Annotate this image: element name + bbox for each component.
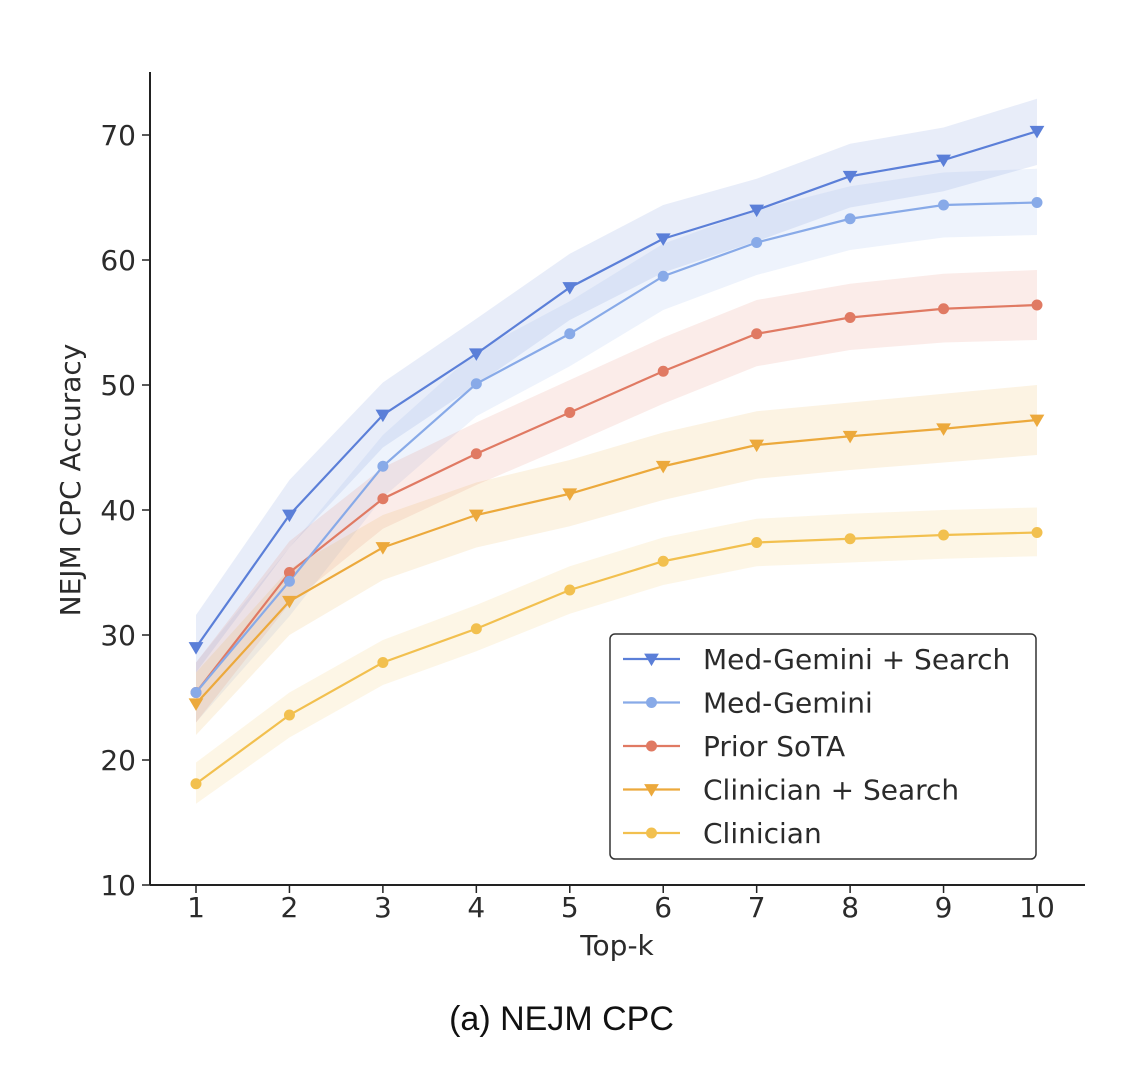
point-clinician-10 bbox=[1031, 527, 1043, 538]
y-axis-title: NEJM CPC Accuracy bbox=[54, 344, 87, 617]
point-prior-sota-9 bbox=[938, 303, 950, 315]
y-tick-label-40: 40 bbox=[100, 494, 136, 527]
x-ticks: 1 2 3 4 5 6 7 8 9 10 bbox=[187, 885, 1055, 924]
x-tick-label-2: 2 bbox=[281, 891, 299, 924]
chart: 1 2 3 4 5 6 7 8 9 10 10 20 30 40 50 60 70 Top-k NEJM CP… bbox=[54, 72, 1085, 962]
point-clinician-search-3 bbox=[375, 542, 391, 555]
legend-box bbox=[609, 633, 1037, 860]
legend-label-med-gemini: Med-Gemini bbox=[703, 687, 873, 720]
point-clinician-search-2 bbox=[282, 595, 297, 609]
line-med-gemini bbox=[195, 201, 1038, 694]
point-prior-sota-5 bbox=[564, 407, 576, 418]
point-med-gemini-2 bbox=[283, 575, 295, 587]
legend-label-med-gemini-search: Med-Gemini + Search bbox=[703, 643, 1010, 676]
point-clinician-search-4 bbox=[468, 509, 484, 523]
x-tick-label-5: 5 bbox=[561, 891, 579, 924]
point-prior-sota-3 bbox=[377, 493, 389, 505]
point-med-gemini-7 bbox=[751, 237, 763, 248]
figure-caption: (a) NEJM CPC bbox=[449, 1000, 674, 1038]
point-med-gemini-6 bbox=[657, 270, 669, 282]
y-tick-label-20: 20 bbox=[100, 744, 136, 777]
point-clinician-9 bbox=[938, 529, 950, 541]
point-clinician-search-1 bbox=[188, 698, 204, 711]
band-prior-sota bbox=[196, 270, 1037, 723]
x-tick-label-7: 7 bbox=[748, 891, 766, 924]
legend-marker-clinician-search bbox=[644, 784, 659, 797]
legend: Med-Gemini + Search Med-Gemini Prior SoTA C… bbox=[609, 633, 1037, 860]
legend-label-clinician-search: Clinician + Search bbox=[703, 774, 959, 807]
legend-marker-clinician bbox=[646, 827, 657, 839]
point-med-gemini-search-5 bbox=[562, 282, 578, 295]
point-med-gemini-8 bbox=[844, 213, 856, 225]
point-med-gemini-search-7 bbox=[749, 204, 765, 218]
point-clinician-8 bbox=[844, 533, 856, 545]
point-clinician-5 bbox=[564, 584, 576, 596]
point-clinician-2 bbox=[283, 709, 295, 721]
point-prior-sota-6 bbox=[657, 365, 669, 377]
point-clinician-1 bbox=[190, 778, 202, 790]
x-tick-label-10: 10 bbox=[1019, 891, 1055, 924]
point-med-gemini-search-8 bbox=[842, 170, 858, 184]
point-prior-sota-4 bbox=[470, 448, 482, 460]
point-clinician-3 bbox=[377, 657, 389, 668]
legend-marker-prior-sota bbox=[646, 740, 657, 752]
point-prior-sota-7 bbox=[751, 328, 763, 340]
point-clinician-search-5 bbox=[562, 488, 578, 501]
point-clinician-6 bbox=[657, 555, 669, 567]
point-med-gemini-search-10 bbox=[1029, 125, 1045, 139]
x-tick-label-9: 9 bbox=[935, 891, 953, 924]
y-tick-label-50: 50 bbox=[100, 369, 136, 402]
point-med-gemini-search-6 bbox=[655, 233, 671, 246]
legend-marker-med-gemini bbox=[646, 697, 657, 708]
point-clinician-search-10 bbox=[1029, 414, 1045, 428]
line-prior-sota bbox=[195, 303, 1038, 694]
point-clinician-search-7 bbox=[749, 439, 765, 453]
point-clinician-4 bbox=[470, 623, 482, 635]
point-clinician-search-8 bbox=[842, 430, 858, 444]
band-clinician bbox=[196, 507, 1037, 804]
x-tick-label-1: 1 bbox=[187, 891, 205, 924]
legend-label-prior-sota: Prior SoTA bbox=[703, 730, 845, 763]
band-med-gemini bbox=[196, 168, 1037, 723]
series-markers bbox=[188, 125, 1045, 790]
point-med-gemini-10 bbox=[1031, 197, 1043, 208]
point-med-gemini-9 bbox=[938, 199, 950, 211]
x-tick-label-6: 6 bbox=[654, 891, 672, 924]
point-med-gemini-4 bbox=[470, 378, 482, 390]
legend-marker-med-gemini-search bbox=[644, 653, 659, 667]
band-clinician-search bbox=[196, 385, 1037, 735]
y-tick-label-10: 10 bbox=[100, 869, 136, 902]
y-tick-label-30: 30 bbox=[100, 619, 136, 652]
axes bbox=[149, 72, 1085, 886]
y-ticks: 10 20 30 40 50 60 70 bbox=[100, 119, 150, 902]
x-tick-label-8: 8 bbox=[841, 891, 859, 924]
point-prior-sota-8 bbox=[844, 312, 856, 323]
point-med-gemini-1 bbox=[190, 687, 202, 698]
point-med-gemini-search-4 bbox=[468, 348, 484, 361]
y-tick-label-70: 70 bbox=[100, 119, 136, 152]
point-med-gemini-3 bbox=[377, 460, 389, 472]
point-prior-sota-10 bbox=[1031, 299, 1043, 311]
point-clinician-search-9 bbox=[936, 423, 951, 436]
line-clinician bbox=[195, 531, 1038, 785]
point-med-gemini-search-3 bbox=[375, 409, 391, 423]
x-tick-label-3: 3 bbox=[374, 891, 392, 924]
x-axis-title: Top-k bbox=[579, 929, 654, 962]
point-clinician-7 bbox=[751, 537, 763, 548]
y-tick-label-60: 60 bbox=[100, 244, 136, 277]
line-clinician-search bbox=[195, 418, 1038, 705]
legend-label-clinician: Clinician bbox=[703, 817, 822, 850]
series-lines bbox=[195, 130, 1038, 785]
point-med-gemini-search-2 bbox=[282, 509, 297, 523]
point-med-gemini-5 bbox=[564, 328, 576, 340]
point-med-gemini-search-1 bbox=[188, 642, 204, 655]
point-clinician-search-6 bbox=[655, 460, 671, 474]
point-med-gemini-search-9 bbox=[936, 154, 951, 168]
line-med-gemini-search bbox=[195, 130, 1038, 649]
x-tick-label-4: 4 bbox=[467, 891, 485, 924]
